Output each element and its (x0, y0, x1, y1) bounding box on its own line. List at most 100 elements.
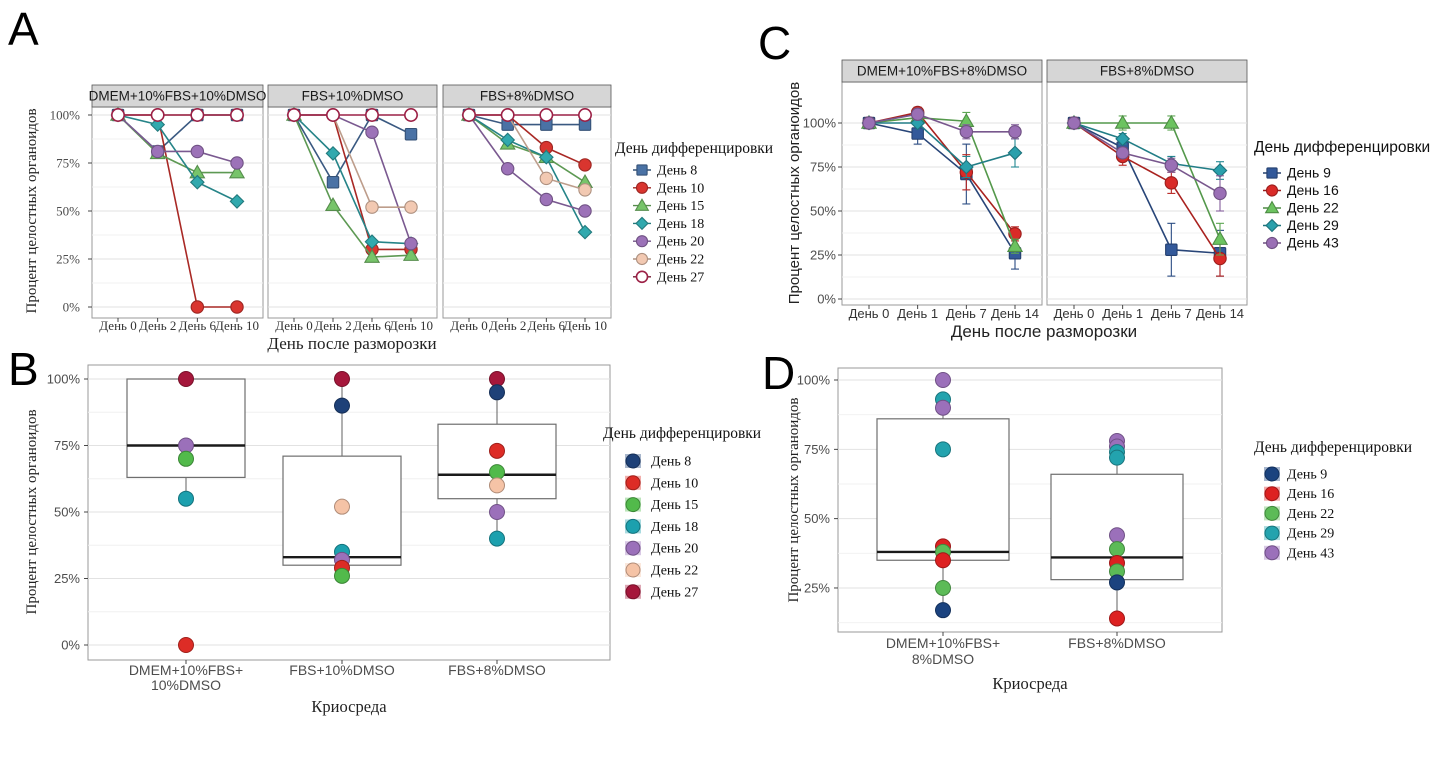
legend-item: День 8 (633, 164, 697, 179)
y-axis-title: Процент целостных органоидов (24, 409, 40, 614)
x-tick-label: FBS+8%DMSO (1068, 635, 1166, 651)
x-tick-label: День 1 (1102, 306, 1143, 321)
legend-item-label: День 8 (651, 455, 691, 470)
legend-item-label: День 22 (651, 564, 698, 579)
data-point (334, 498, 350, 515)
panel-label-c: C (758, 17, 792, 69)
data-point (489, 442, 505, 459)
data-point (1109, 574, 1125, 591)
x-axis-title: День после разморозки (267, 334, 436, 353)
legend-item-label: День 15 (651, 498, 698, 513)
panel-label-a: A (8, 3, 39, 55)
data-point (935, 579, 951, 596)
legend-item-label: День 43 (1287, 546, 1334, 561)
legend-item-label: День 22 (1287, 200, 1339, 216)
legend-item: День 9 (1264, 466, 1327, 483)
legend-item: День 18 (633, 216, 704, 232)
x-tick-label: День 7 (1151, 306, 1192, 321)
legend-title: День дифференцировки (1254, 139, 1430, 156)
legend-item: День 20 (625, 540, 698, 557)
legend-item: День 29 (1263, 217, 1339, 233)
y-tick-label: 75% (804, 442, 830, 457)
y-tick-label: 75% (56, 156, 80, 171)
x-tick-label: День 0 (99, 318, 136, 333)
legend-b: День дифференцировки День 8 День 10 День 15… (603, 425, 761, 600)
legend-item-label: День 18 (651, 520, 698, 535)
x-tick-label: День 10 (215, 318, 259, 333)
legend-item: День 18 (625, 518, 698, 535)
data-point (489, 477, 505, 494)
data-point (1109, 541, 1125, 558)
y-axis-title: Процент целостных органоидов (24, 108, 40, 313)
data-point (334, 371, 350, 387)
y-tick-label: 0% (61, 638, 80, 653)
legend-item: День 15 (625, 497, 698, 513)
legend-item-label: День 27 (651, 585, 698, 600)
legend-item: День 43 (1263, 235, 1339, 251)
data-point (1109, 527, 1125, 544)
legend-item-label: День 15 (657, 199, 704, 214)
legend-item: День 43 (1264, 545, 1334, 561)
legend-item-label: День 16 (1287, 182, 1339, 198)
legend-item-label: День 29 (1287, 217, 1339, 233)
y-tick-label: 0% (63, 300, 81, 315)
legend-item-label: День 16 (1287, 487, 1334, 502)
series-День-43 (1067, 116, 1227, 212)
legend-item-label: День 27 (657, 270, 704, 285)
y-axis-title: Процент целостных органоидов (786, 82, 803, 304)
legend-item-label: День 9 (1287, 165, 1331, 181)
legend-item: День 16 (1264, 486, 1334, 502)
y-tick-label: 100% (803, 116, 837, 131)
y-tick-label: 100% (47, 372, 81, 387)
box-d-2: FBS+8%DMSO (1050, 433, 1184, 651)
facet-title: FBS+8%DMSO (480, 89, 574, 104)
x-tick-label: День 0 (275, 318, 312, 333)
legend-item-label: День 10 (651, 476, 698, 491)
legend-item: День 27 (625, 584, 698, 600)
data-point (935, 372, 951, 388)
legend-d: День дифференцировки День 9 День 16 День 22… (1254, 439, 1412, 561)
legend-item: День 15 (633, 198, 704, 214)
legend-item: День 22 (633, 253, 704, 268)
data-point (935, 399, 951, 416)
legend-item-label: День 20 (657, 235, 704, 250)
x-axis-title: Криосреда (992, 674, 1068, 693)
data-point (489, 464, 505, 481)
legend-item-label: День 22 (1287, 507, 1334, 522)
panel-d: 100% 75% 50% 25% DMEM+10%FBS+8%DMSO FBS+8%DMS… (786, 367, 1223, 693)
legend-item-label: День 20 (651, 542, 698, 557)
x-tick-label: DMEM+10%FBS+ (129, 662, 243, 678)
data-point (489, 371, 505, 387)
legend-title: День дифференцировки (615, 140, 773, 157)
legend-title: День дифференцировки (1254, 439, 1412, 456)
y-tick-label: 25% (804, 580, 830, 595)
x-tick-label: 10%DMSO (151, 677, 221, 693)
panel-label-b: B (8, 343, 39, 395)
y-tick-label: 75% (810, 160, 836, 175)
legend-item-label: День 22 (657, 253, 704, 268)
y-axis-title: Процент целостных органоидов (786, 397, 802, 602)
data-point (935, 602, 951, 619)
data-point (178, 637, 194, 653)
x-axis-title: Криосреда (311, 697, 387, 716)
box-b-1: DMEM+10%FBS+10%DMSO (126, 371, 246, 693)
legend-a: День дифференцировки День 8 День 10 День 15… (615, 140, 773, 285)
data-point (489, 384, 505, 401)
facet-title: FBS+10%DMSO (302, 89, 404, 104)
legend-item: День 9 (1263, 165, 1331, 181)
y-tick-label: 25% (54, 571, 80, 586)
data-point (935, 441, 951, 458)
legend-item: День 10 (625, 475, 698, 491)
panel-c: День 0 День 1 День 7 День 14 DMEM+10%FBS+8%D… (786, 59, 1248, 341)
data-point (489, 504, 505, 520)
box-d-1: DMEM+10%FBS+8%DMSO (876, 372, 1010, 667)
data-point (334, 567, 350, 584)
panel-label-d: D (762, 347, 796, 399)
data-point (935, 552, 951, 569)
